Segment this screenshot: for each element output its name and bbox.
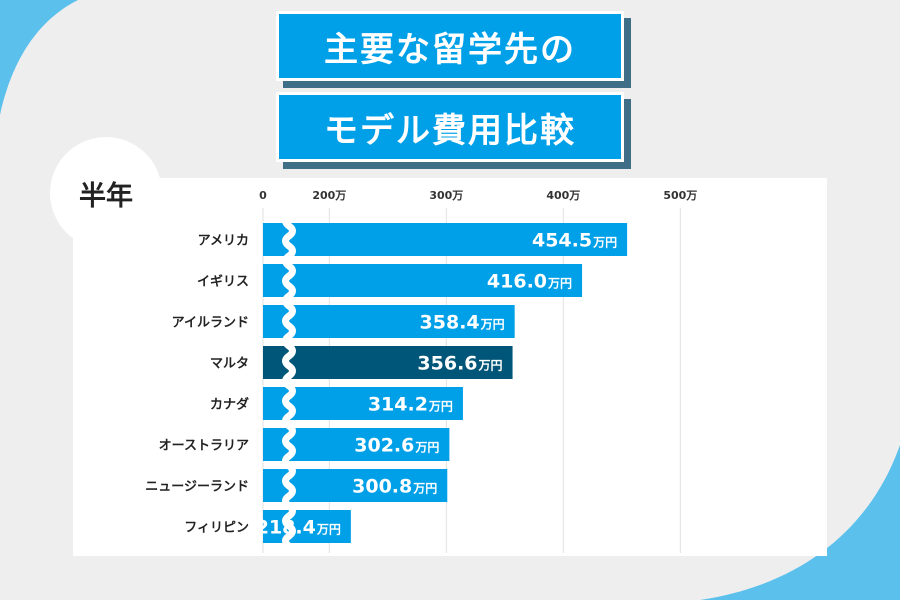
category-label: フィリピン (184, 521, 249, 536)
category-label: カナダ (210, 397, 249, 413)
bar (263, 346, 513, 379)
category-label: ニュージーランド (145, 480, 249, 495)
value-label: 356.6万円 (417, 353, 502, 375)
title-line-2: モデル費用比較 (276, 92, 624, 162)
category-label: アイルランド (172, 316, 249, 331)
period-label: 半年 (79, 180, 133, 212)
value-label: 300.8万円 (352, 476, 437, 498)
bar (263, 264, 583, 297)
x-tick-label: 300万 (429, 189, 463, 202)
category-label: アメリカ (198, 234, 249, 249)
x-tick-label: 0 (259, 189, 267, 202)
axis-break-mark (282, 212, 296, 556)
value-label: 416.0万円 (487, 271, 572, 293)
x-tick-label: 200万 (312, 189, 346, 202)
chart-panel: 0 200万 300万 400万 500万アメリカ 454.5万円イギリス 416.0万円ア… (73, 178, 827, 556)
value-label: 302.6万円 (354, 435, 439, 457)
value-label: 358.4万円 (420, 312, 505, 334)
bar (263, 305, 515, 338)
x-tick-label: 400万 (546, 189, 580, 202)
period-badge: 半年 (50, 137, 162, 249)
category-label: イギリス (197, 274, 249, 290)
category-label: オーストラリア (159, 439, 249, 454)
bar (263, 510, 351, 543)
bar (263, 223, 628, 256)
value-label: 454.5万円 (532, 230, 617, 252)
category-label: マルタ (210, 357, 249, 372)
title-line-1: 主要な留学先の (276, 11, 624, 81)
value-label: 314.2万円 (368, 394, 453, 416)
bar (263, 387, 463, 420)
corner-arc-top-left (0, 0, 78, 115)
corner-arc-bottom-right (700, 445, 900, 600)
x-tick-label: 500万 (663, 189, 697, 202)
